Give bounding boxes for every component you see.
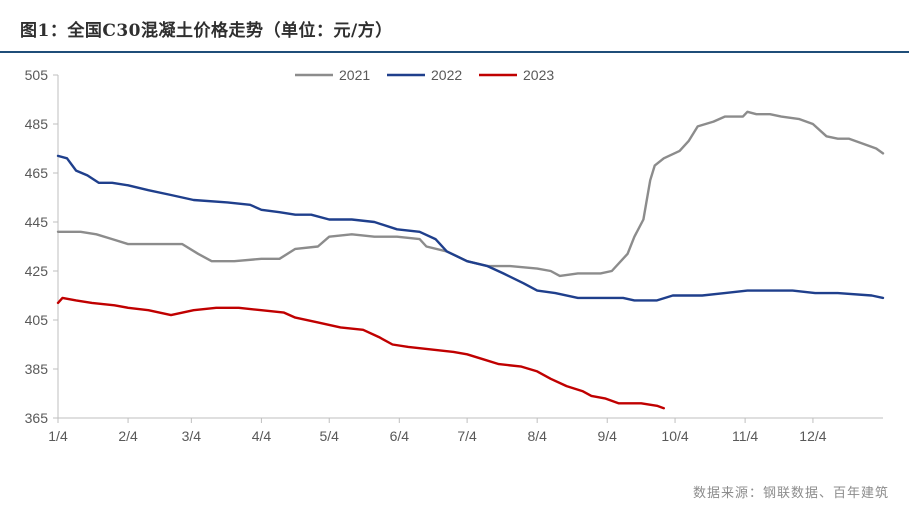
- source-note: 数据来源：钢联数据、百年建筑: [692, 486, 889, 501]
- x-tick-label: 7/4: [457, 428, 477, 444]
- x-tick-label: 4/4: [252, 428, 272, 444]
- x-tick-label: 2/4: [118, 428, 138, 444]
- x-tick-label: 12/4: [799, 428, 826, 444]
- y-tick-label: 365: [25, 410, 49, 426]
- series-line-2023: [56, 296, 665, 410]
- y-tick-label: 465: [25, 165, 49, 181]
- title-divider: [0, 51, 909, 53]
- x-tick-label: 5/4: [319, 428, 339, 444]
- legend-label-2021: 2021: [339, 67, 370, 83]
- x-tick-label: 6/4: [390, 428, 410, 444]
- x-tick-label: 10/4: [661, 428, 688, 444]
- legend-label-2023: 2023: [523, 67, 554, 83]
- y-tick-label: 425: [25, 263, 49, 279]
- series-line-2021: [56, 110, 885, 278]
- chart-title: 图1：全国C30混凝土价格走势（单位：元/方）: [20, 21, 393, 41]
- x-tick-label: 3/4: [182, 428, 202, 444]
- y-tick-label: 385: [25, 361, 49, 377]
- y-tick-label: 485: [25, 116, 49, 132]
- y-tick-label: 505: [25, 67, 49, 83]
- y-tick-label: 445: [25, 214, 49, 230]
- x-tick-label: 8/4: [527, 428, 547, 444]
- x-tick-label: 1/4: [48, 428, 68, 444]
- x-tick-label: 9/4: [598, 428, 618, 444]
- legend-label-2022: 2022: [431, 67, 462, 83]
- x-tick-label: 11/4: [732, 428, 758, 444]
- series-line-2022: [56, 154, 885, 302]
- y-tick-label: 405: [25, 312, 49, 328]
